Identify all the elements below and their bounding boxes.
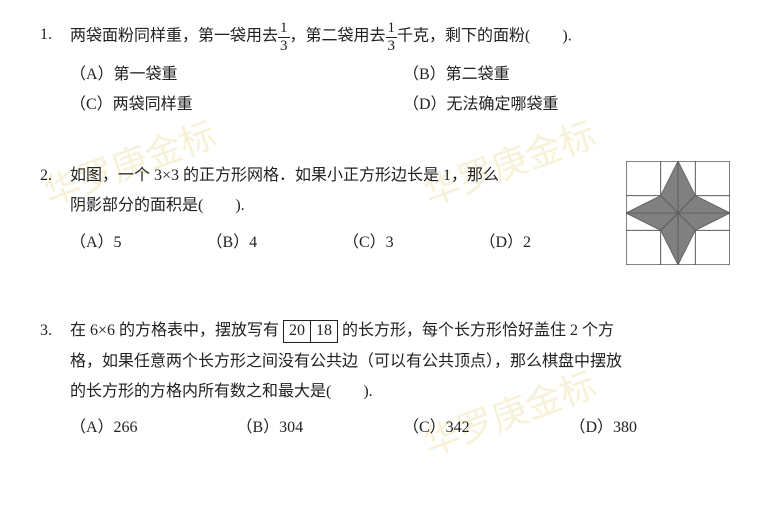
q3-text: 格，如果任意两个长方形之间没有公共边（可以有公共顶点），那么棋盘中摆放	[70, 347, 736, 377]
q1-text: 两袋面粉同样重，第一袋用去	[70, 28, 278, 45]
q2-number: 2.	[40, 161, 70, 276]
q2-figure	[626, 161, 736, 276]
q2-option-a: （A）5	[70, 228, 207, 258]
q1-option-c: （C）两袋同样重	[70, 90, 403, 120]
q2-text: 阴影部分的面积是( ).	[70, 191, 616, 221]
q1-text: ，第二袋用去	[290, 28, 386, 45]
q3-text: 在 6×6 的方格表中，摆放写有	[70, 322, 279, 339]
fraction: 13	[278, 20, 290, 54]
question-3: 3. 在 6×6 的方格表中，摆放写有 2018 的长方形，每个长方形恰好盖住 …	[40, 316, 736, 444]
question-1: 1. 两袋面粉同样重，第一袋用去13，第二袋用去13千克，剩下的面粉( ). （…	[40, 20, 736, 121]
q1-text: 千克，剩下的面粉( ).	[397, 28, 572, 45]
q1-number: 1.	[40, 20, 70, 121]
q1-option-a: （A）第一袋重	[70, 60, 403, 90]
q3-option-c: （C）342	[403, 413, 570, 443]
q3-option-a: （A）266	[70, 413, 237, 443]
q2-option-c: （C）3	[343, 228, 480, 258]
question-2: 2. 如图，一个 3×3 的正方形网格．如果小正方形边长是 1，那么 阴影部分的…	[40, 161, 736, 276]
q2-option-b: （B）4	[207, 228, 344, 258]
q2-text: 如图，一个 3×3 的正方形网格．如果小正方形边长是 1，那么	[70, 161, 616, 191]
q3-text: 的长方形的方格内所有数之和最大是( ).	[70, 377, 736, 407]
domino-cell: 18	[311, 320, 338, 343]
q3-text: 的长方形，每个长方形恰好盖住 2 个方	[342, 322, 614, 339]
q3-option-b: （B）304	[237, 413, 404, 443]
q3-option-d: （D）380	[570, 413, 737, 443]
q1-option-b: （B）第二袋重	[403, 60, 736, 90]
fraction: 13	[386, 20, 398, 54]
q1-option-d: （D）无法确定哪袋重	[403, 90, 736, 120]
q2-option-d: （D）2	[480, 228, 617, 258]
q3-number: 3.	[40, 316, 70, 444]
domino-cell: 20	[283, 320, 311, 343]
